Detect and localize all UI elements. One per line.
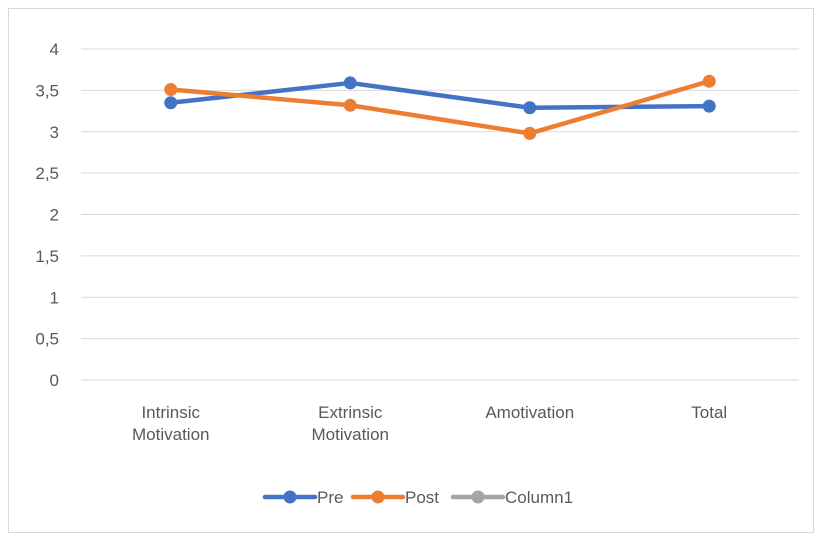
y-tick-label: 1 xyxy=(50,288,59,307)
y-tick-label: 1,5 xyxy=(35,247,59,266)
y-tick-label: 3 xyxy=(50,123,59,142)
legend-swatch-marker xyxy=(471,490,485,504)
data-point-pre xyxy=(164,96,178,110)
chart-frame: 0 0,5 1 1,5 2 2,5 3 3,5 4 Intrinsic Motivation Ext… xyxy=(8,8,814,533)
x-tick-label: Amotivation xyxy=(485,403,574,422)
x-tick-label-line: Motivation xyxy=(132,425,209,444)
series-lines xyxy=(164,74,716,140)
data-point-pre xyxy=(523,101,537,115)
legend-label: Post xyxy=(405,488,439,507)
x-tick-label-line: Intrinsic xyxy=(141,403,200,422)
x-tick-label-line: Motivation xyxy=(312,425,389,444)
data-point-post xyxy=(523,126,537,140)
data-point-pre xyxy=(343,76,357,90)
x-tick-label-line: Total xyxy=(691,403,727,422)
gridlines xyxy=(81,48,799,381)
series-line-post xyxy=(168,79,712,136)
legend-swatch-marker xyxy=(283,490,297,504)
legend-swatch-marker xyxy=(371,490,385,504)
x-tick-label-line: Amotivation xyxy=(485,403,574,422)
data-point-post xyxy=(702,74,716,88)
y-tick-label: 2 xyxy=(50,206,59,225)
x-axis-tick-labels: Intrinsic Motivation Extrinsic Motivation Am… xyxy=(132,403,727,444)
y-tick-label: 4 xyxy=(50,40,59,59)
y-tick-label: 2,5 xyxy=(35,164,59,183)
legend-item-column1: Column1 xyxy=(450,488,573,507)
data-point-post xyxy=(343,98,357,112)
data-point-post xyxy=(164,83,178,97)
y-axis-tick-labels: 0 0,5 1 1,5 2 2,5 3 3,5 4 xyxy=(35,40,59,390)
y-tick-label: 0,5 xyxy=(35,330,59,349)
y-tick-label: 3,5 xyxy=(35,81,59,100)
y-tick-label: 0 xyxy=(50,371,59,390)
legend-item-pre: Pre xyxy=(262,488,343,507)
x-tick-label: Total xyxy=(691,403,727,422)
legend-label: Pre xyxy=(317,488,343,507)
data-point-pre xyxy=(702,99,716,113)
legend-item-post: Post xyxy=(350,488,439,507)
x-tick-label: Extrinsic Motivation xyxy=(312,403,389,444)
line-chart: 00,511,522,533,54 Intrinsic MotivationExt… xyxy=(35,40,799,507)
legend-label: Column1 xyxy=(505,488,573,507)
x-tick-label: Intrinsic Motivation xyxy=(132,403,209,444)
legend: Pre Post Column1 xyxy=(262,488,573,507)
x-tick-label-line: Extrinsic xyxy=(318,403,383,422)
